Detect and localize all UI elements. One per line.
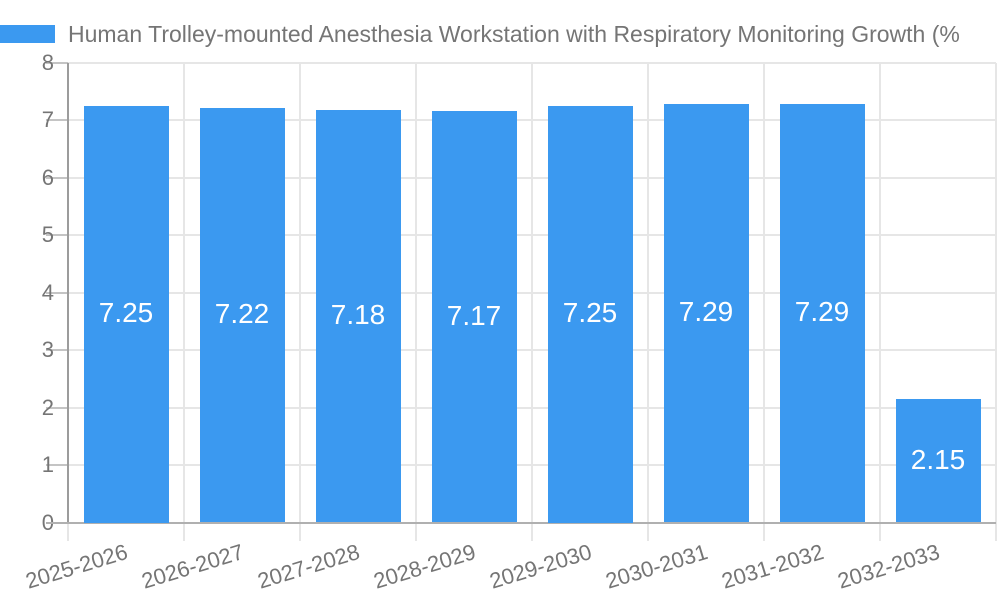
- x-axis-label: 2031-2032: [718, 539, 827, 594]
- x-axis-label: 2026-2027: [138, 539, 247, 594]
- bar-value-label: 7.17: [446, 299, 502, 331]
- grid-line-horizontal: [68, 176, 996, 179]
- y-axis-tick: [46, 291, 68, 294]
- bar-2030-2031[interactable]: [663, 103, 749, 523]
- grid-line-vertical: [415, 63, 417, 541]
- bar-value-label: 7.18: [330, 299, 386, 331]
- x-axis-label: 2029-2030: [486, 539, 595, 594]
- grid-line-horizontal: [68, 234, 996, 237]
- y-axis-tick: [46, 349, 68, 352]
- bar-value-label: 7.29: [794, 296, 850, 328]
- x-axis-label: 2030-2031: [602, 539, 711, 594]
- bar-value-label: 7.29: [678, 296, 734, 328]
- bar-2028-2029[interactable]: [431, 110, 517, 523]
- grid-line-vertical: [879, 63, 881, 541]
- x-axis-line: [46, 521, 996, 524]
- grid-line-horizontal: [68, 62, 996, 64]
- grid-line-vertical: [995, 63, 997, 541]
- y-axis-label: 7: [41, 107, 54, 133]
- chart-legend[interactable]: Human Trolley-mounted Anesthesia Worksta…: [0, 20, 1000, 48]
- y-axis-tick: [46, 406, 68, 409]
- y-axis-tick: [46, 62, 68, 64]
- grid-line-vertical: [299, 63, 301, 541]
- y-axis-label: 1: [41, 452, 54, 478]
- x-axis-label: 2025-2026: [22, 539, 131, 594]
- bar-value-label: 2.15: [910, 443, 966, 475]
- y-axis-label: 3: [41, 337, 54, 363]
- y-axis-label: 8: [41, 50, 54, 75]
- bar-2032-2033[interactable]: [895, 399, 981, 523]
- bar-value-label: 7.25: [562, 297, 618, 329]
- y-axis-line: [67, 63, 69, 523]
- bar-2031-2032[interactable]: [779, 103, 865, 523]
- y-axis-tick: [46, 176, 68, 179]
- x-axis-label: 2032-2033: [834, 539, 943, 594]
- grid-line-vertical: [183, 63, 185, 541]
- bar-2029-2030[interactable]: [547, 106, 633, 523]
- grid-line-horizontal: [68, 119, 996, 122]
- y-axis-label: 5: [41, 222, 54, 248]
- bar-2027-2028[interactable]: [315, 110, 401, 523]
- y-axis-label: 6: [41, 164, 54, 190]
- y-axis-tick: [46, 234, 68, 237]
- grid-line-horizontal: [68, 291, 996, 294]
- grid-line-vertical: [531, 63, 533, 541]
- x-axis-label: 2027-2028: [254, 539, 363, 594]
- chart-title: Human Trolley-mounted Anesthesia Worksta…: [68, 20, 960, 47]
- y-axis-label: 2: [41, 394, 54, 420]
- y-axis-tick: [46, 119, 68, 122]
- y-axis-tick: [46, 464, 68, 467]
- grid-line-horizontal: [68, 406, 996, 409]
- x-axis-label: 2028-2029: [370, 539, 479, 594]
- grid-line-horizontal: [68, 349, 996, 352]
- bar-2025-2026[interactable]: [83, 106, 169, 523]
- grid-line-vertical: [647, 63, 649, 541]
- legend-swatch-icon: [0, 25, 55, 43]
- bar-2026-2027[interactable]: [199, 107, 285, 523]
- grid-line-horizontal: [68, 464, 996, 467]
- y-axis-label: 4: [41, 279, 54, 305]
- bar-value-label: 7.25: [98, 297, 154, 329]
- bar-value-label: 7.22: [214, 298, 270, 330]
- grid-line-vertical: [763, 63, 765, 541]
